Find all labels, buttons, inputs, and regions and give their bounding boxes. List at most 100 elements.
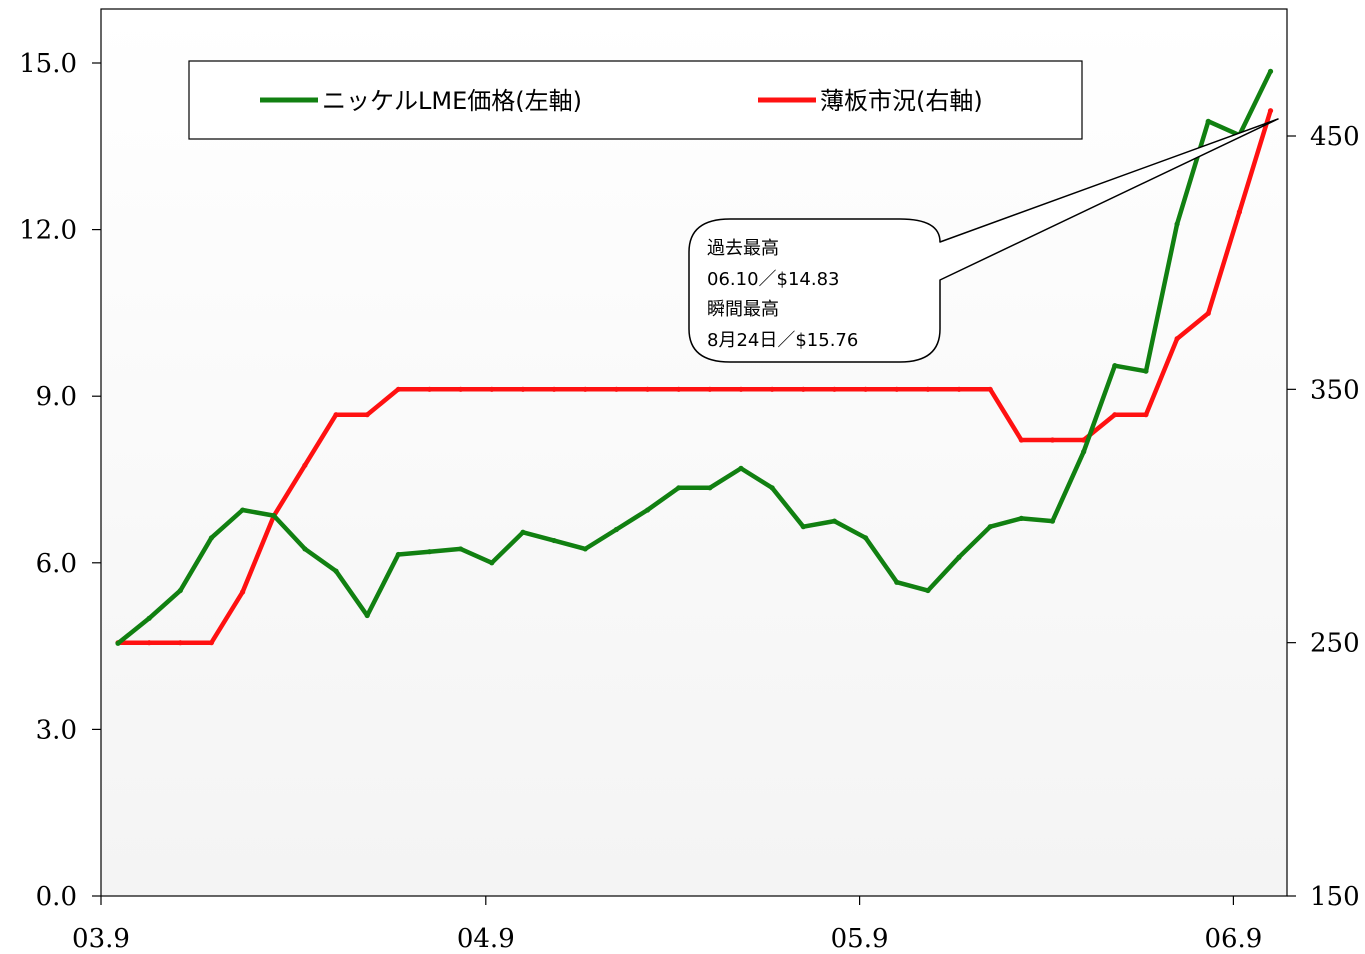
nickel-point <box>676 485 682 491</box>
sheet-point <box>707 386 713 392</box>
nickel-point <box>271 512 277 519</box>
nickel-point <box>582 546 588 552</box>
nickel-point <box>1049 518 1056 524</box>
x-tick-label: 06.9 <box>1204 924 1262 954</box>
sheet-point <box>208 640 215 646</box>
nickel-point <box>177 587 183 594</box>
left-axis: 0.0 3.0 6.0 9.0 12.0 15.0 <box>19 49 101 912</box>
sheet-point <box>1112 412 1118 418</box>
sheet-point <box>458 386 464 392</box>
sheet-point <box>426 386 433 392</box>
right-tick-label: 450 <box>1310 122 1360 152</box>
sheet-point <box>1018 437 1024 443</box>
series-layer <box>115 68 1274 646</box>
right-tick-label: 350 <box>1310 375 1360 405</box>
nickel-point <box>551 537 557 544</box>
series-line-sheet <box>118 110 1273 645</box>
x-tick-label: 03.9 <box>72 924 130 954</box>
sheet-point <box>769 386 775 392</box>
nickel-point <box>426 549 433 555</box>
nickel-point <box>302 546 308 552</box>
nickel-point <box>146 615 152 621</box>
x-axis: 03.9 04.9 05.9 06.9 <box>72 896 1262 954</box>
callout-line-1: 過去最高 <box>707 238 779 259</box>
nickel-point <box>208 535 215 541</box>
sheet-point <box>177 640 183 646</box>
sheet-point <box>676 386 682 392</box>
left-tick-label: 12.0 <box>19 216 77 246</box>
callout-line-2: 06.10／$14.83 <box>707 269 840 290</box>
nickel-point <box>520 529 526 535</box>
sheet-point <box>925 386 931 392</box>
sheet-point <box>863 386 869 392</box>
nickel-point <box>1267 68 1274 74</box>
nickel-point <box>831 518 838 524</box>
nickel-point <box>644 507 651 513</box>
sheet-point <box>520 386 526 392</box>
x-tick-label: 05.9 <box>831 924 889 954</box>
sheet-point <box>831 386 838 392</box>
nickel-point <box>769 485 775 491</box>
callout-line-3: 瞬間最高 <box>707 299 779 320</box>
nickel-point <box>863 535 869 541</box>
sheet-point <box>738 386 744 392</box>
sheet-point <box>364 412 370 418</box>
legend-marker-nickel <box>286 97 292 103</box>
x-tick-label: 04.9 <box>457 924 515 954</box>
legend-box <box>188 60 1083 140</box>
nickel-point <box>894 579 900 585</box>
sheet-point <box>644 386 651 392</box>
left-tick-label: 3.0 <box>36 715 77 745</box>
legend: ニッケルLME価格(左軸) 薄板市況(右軸) <box>188 60 1083 140</box>
nickel-point <box>956 554 962 560</box>
nickel-point <box>987 524 993 530</box>
sheet-point <box>894 386 900 392</box>
sheet-point <box>1205 310 1211 316</box>
legend-marker-sheet <box>784 97 790 103</box>
sheet-point <box>800 386 806 392</box>
sheet-point <box>395 386 401 392</box>
nickel-point <box>1143 368 1149 374</box>
sheet-point <box>1236 209 1242 215</box>
nickel-point <box>925 587 931 594</box>
nickel-point <box>1112 363 1118 369</box>
nickel-point <box>395 551 401 558</box>
nickel-point <box>333 568 339 574</box>
legend-label-nickel: ニッケルLME価格(左軸) <box>322 87 582 115</box>
sheet-point <box>1143 412 1149 418</box>
left-tick-label: 0.0 <box>36 882 77 912</box>
nickel-point <box>1205 118 1211 124</box>
sheet-point <box>489 386 495 392</box>
nickel-point <box>364 612 370 619</box>
left-tick-label: 9.0 <box>36 382 77 412</box>
callout-bubble <box>688 118 1279 363</box>
right-tick-label: 150 <box>1310 882 1360 912</box>
nickel-point <box>800 524 806 530</box>
sheet-point <box>613 386 620 392</box>
right-axis: 150 250 350 450 <box>1287 122 1360 912</box>
nickel-point <box>707 485 713 491</box>
callout-line-4: 8月24日／$15.76 <box>707 330 858 351</box>
sheet-point <box>987 386 993 392</box>
sheet-point <box>1081 437 1087 443</box>
nickel-point <box>613 526 620 533</box>
sheet-point <box>956 386 962 392</box>
right-tick-label: 250 <box>1310 629 1360 659</box>
plot-area <box>100 8 1288 897</box>
nickel-point <box>738 465 744 471</box>
sheet-point <box>551 386 557 392</box>
nickel-point <box>489 560 495 566</box>
nickel-point <box>115 640 121 646</box>
series-line-nickel <box>116 70 1273 646</box>
sheet-point <box>1174 336 1180 342</box>
sheet-point <box>1049 437 1056 443</box>
sheet-point <box>1267 108 1274 114</box>
sheet-point <box>302 462 308 468</box>
sheet-point <box>582 386 588 392</box>
sheet-point <box>333 412 339 418</box>
legend-label-sheet: 薄板市況(右軸) <box>820 87 983 115</box>
nickel-point <box>240 507 246 513</box>
nickel-point <box>1081 449 1087 455</box>
annotation-callout: 過去最高 06.10／$14.83 瞬間最高 8月24日／$15.76 <box>688 118 1279 363</box>
